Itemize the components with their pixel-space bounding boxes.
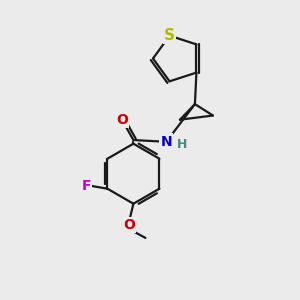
Text: O: O — [116, 113, 128, 127]
Text: F: F — [82, 179, 91, 193]
Text: N: N — [160, 135, 172, 148]
Text: S: S — [164, 28, 175, 43]
Text: H: H — [177, 137, 187, 151]
Text: O: O — [123, 218, 135, 232]
